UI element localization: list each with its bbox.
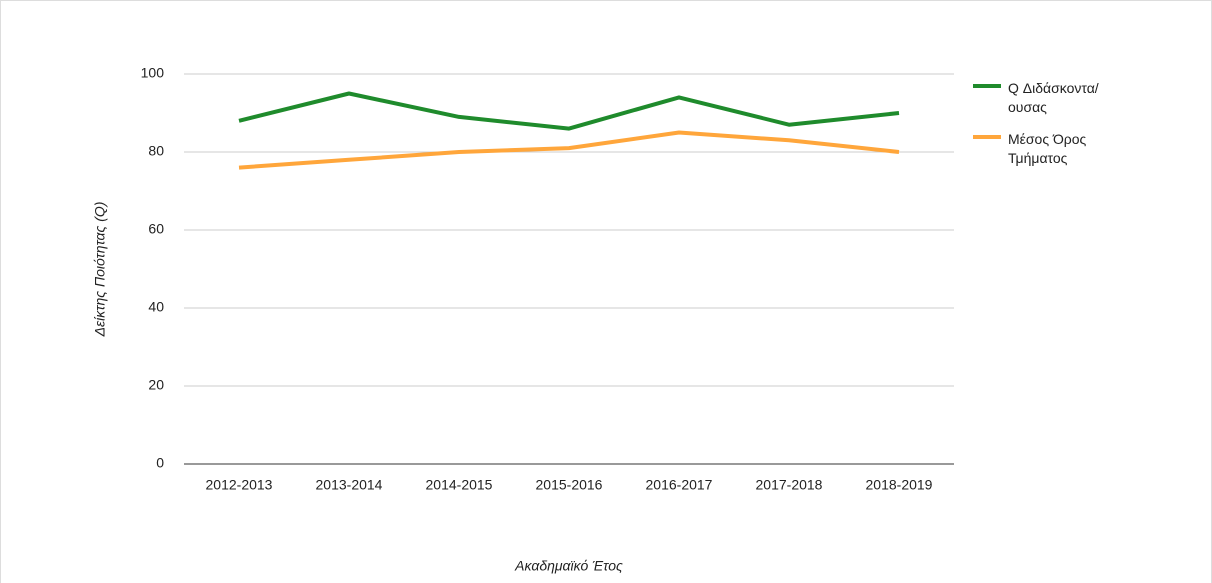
x-axis-title: Ακαδημαϊκό Έτος bbox=[514, 558, 623, 574]
x-tick-label: 2014-2015 bbox=[426, 477, 493, 493]
y-tick-label: 0 bbox=[156, 455, 164, 471]
x-tick-label: 2016-2017 bbox=[646, 477, 713, 493]
series-line bbox=[238, 130, 900, 170]
y-axis-title: Δείκτης Ποιότητας (Q) bbox=[92, 202, 108, 338]
legend-swatch bbox=[973, 84, 1001, 88]
y-tick-label: 60 bbox=[148, 221, 164, 237]
y-tick-label: 40 bbox=[148, 299, 164, 315]
x-tick-label: 2013-2014 bbox=[316, 477, 383, 493]
x-tick-label: 2015-2016 bbox=[536, 477, 603, 493]
x-tick-label: 2017-2018 bbox=[756, 477, 823, 493]
x-tick-label: 2012-2013 bbox=[206, 477, 273, 493]
x-tick-label: 2018-2019 bbox=[866, 477, 933, 493]
y-tick-label: 80 bbox=[148, 143, 164, 159]
y-tick-label: 20 bbox=[148, 377, 164, 393]
y-tick-label: 100 bbox=[141, 65, 165, 81]
legend-swatch bbox=[973, 135, 1001, 139]
legend-label: Μέσος Όρος Τμήματος bbox=[1008, 131, 1087, 166]
legend-label: Q Διδάσκοντα/ ουσας bbox=[1008, 80, 1099, 115]
series-line bbox=[238, 91, 900, 131]
